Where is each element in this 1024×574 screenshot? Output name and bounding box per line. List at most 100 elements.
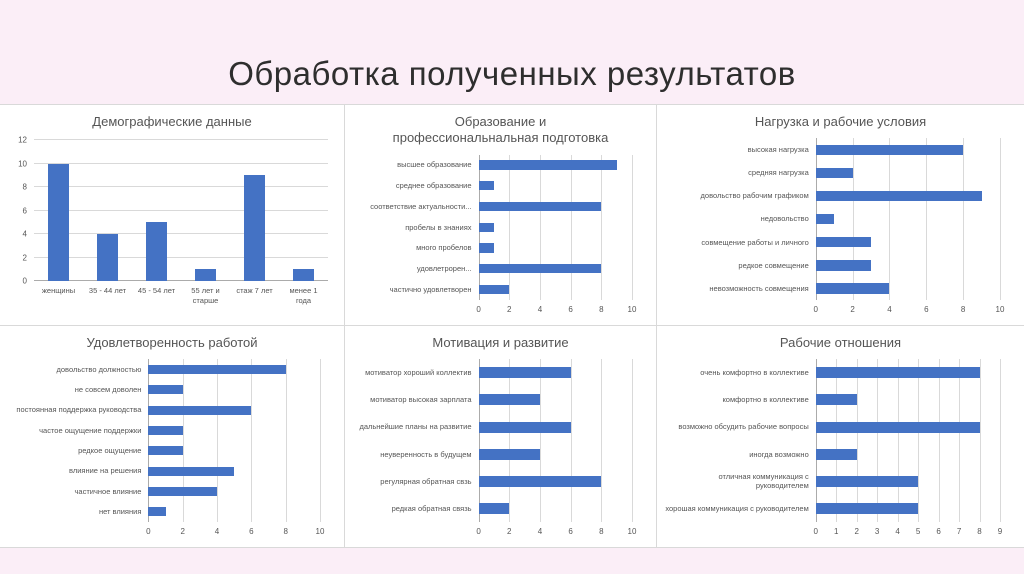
- category-label: иногда возможно: [749, 449, 809, 459]
- category-label: регулярная обратная свзь: [380, 476, 472, 486]
- bar-slot: [478, 258, 632, 279]
- bar-slot: [148, 461, 320, 481]
- y-tick-label: 8: [22, 182, 27, 192]
- x-tick-label: 4: [895, 527, 900, 536]
- x-tick-label: 2: [854, 527, 859, 536]
- bar-slot: [815, 495, 1000, 522]
- bar: [292, 269, 315, 281]
- gridline: [1000, 138, 1001, 300]
- chart-panel-motivation: Мотивация и развитие мотиватор хороший к…: [345, 326, 656, 547]
- gridline: [509, 154, 511, 300]
- category-label: много пробелов: [416, 243, 472, 253]
- x-tick-label: 8: [599, 527, 604, 536]
- chart-panel-education: Образование и профессиональнальная подго…: [345, 105, 656, 325]
- gridline: [285, 359, 287, 522]
- bar: [148, 364, 286, 374]
- bar-slot: [815, 161, 1000, 184]
- x-tick-label: 2: [507, 305, 512, 314]
- bar: [47, 163, 70, 281]
- x-tick-label: 4: [214, 527, 220, 536]
- category-label: дальнейшие планы на развитие: [359, 422, 472, 432]
- bar-series: [815, 359, 1000, 522]
- x-tick-label: 8: [977, 527, 982, 536]
- y-tick-label: 0: [22, 276, 27, 286]
- bar: [478, 475, 602, 487]
- x-tick-label: 4: [537, 527, 543, 536]
- category-label: высшее образование: [397, 160, 472, 170]
- bar-slot: [478, 495, 632, 522]
- x-axis-tick-labels: 0 1 2 3 4 5 6 7 8 9: [813, 522, 1003, 539]
- category-label: частично удовлетворен: [389, 284, 472, 294]
- bar-slot: [279, 140, 328, 281]
- x-tick-label: 6: [936, 527, 941, 536]
- category-labels: довольство должностью не совсем доволен по…: [8, 359, 148, 522]
- x-axis-category-labels: женщины 35 - 44 лет 45 - 54 лет 55 лет и ст…: [34, 281, 328, 317]
- bar-slot: [815, 386, 1000, 413]
- category-label: мотиватор высокая зарплата: [370, 395, 472, 405]
- bar: [478, 160, 617, 170]
- category-label: возможно обсудить рабочие вопросы: [678, 422, 809, 432]
- y-tick-label: 10: [18, 159, 27, 169]
- chart-satisfaction-plot: довольство должностью не совсем доволен по…: [8, 355, 336, 539]
- bar: [148, 446, 183, 456]
- gridline: [34, 139, 328, 141]
- x-tick-label: 2: [850, 305, 855, 314]
- category-labels: высшее образование среднее образование соо…: [353, 155, 479, 301]
- category-label: женщины: [41, 286, 76, 295]
- bar-slot: [148, 420, 320, 440]
- chart-demographics-plot: 0 2 4 6 8 10 12 женщины 35 - 44 лет 45 - 54 лет 55…: [8, 134, 336, 317]
- bar-slot: [148, 481, 320, 501]
- category-label: редкая обратная связь: [391, 503, 472, 513]
- gridline: [918, 359, 920, 522]
- bar-slot: [815, 359, 1000, 386]
- category-label: не совсем доволен: [74, 385, 142, 395]
- category-label: мотиватор хороший коллектив: [365, 368, 472, 378]
- y-tick-label: 6: [22, 206, 27, 216]
- plot-area: [148, 359, 321, 522]
- gridline: [34, 233, 328, 235]
- chart-workload-plot: высокая нагрузка средняя нагрузка довольст…: [665, 134, 1016, 317]
- bar: [145, 222, 168, 281]
- plot-area: [478, 359, 633, 522]
- bar: [815, 502, 919, 514]
- plot-area: [815, 359, 1001, 522]
- bar-slot: [478, 414, 632, 441]
- bar: [148, 507, 166, 517]
- x-tick-label: 10: [995, 305, 1005, 314]
- x-tick-label: 10: [627, 527, 637, 536]
- bar-slot: [815, 468, 1000, 495]
- bar-slot: [478, 279, 632, 300]
- bar-slot: [815, 208, 1000, 231]
- x-tick-label: 0: [813, 527, 818, 536]
- bar-slot: [815, 254, 1000, 277]
- bar: [815, 475, 919, 487]
- bar-slot: [478, 386, 632, 413]
- gridline: [509, 359, 511, 522]
- bar: [243, 175, 266, 281]
- chart-title: Нагрузка и рабочие условия: [754, 114, 927, 129]
- bar: [815, 448, 857, 460]
- charts-grid: Демографические данные 0 2 4 6 8 10 12 женщины 3…: [0, 104, 1024, 548]
- category-label: среднее образование: [395, 180, 472, 190]
- bar: [815, 167, 853, 179]
- plot-area: [478, 154, 633, 300]
- bar: [815, 190, 982, 202]
- chart-panel-relations: Рабочие отношения очень комфортно в колл…: [657, 326, 1024, 547]
- bar-slot: [83, 140, 132, 281]
- x-tick-label: 3: [874, 527, 880, 536]
- page-title: Обработка полученных результатов: [228, 54, 796, 92]
- category-label: редкое ощущение: [78, 446, 142, 456]
- category-label: 45 - 54 лет: [137, 286, 176, 295]
- y-axis-line: [815, 359, 817, 522]
- chart-title: Образование и профессиональнальная подго…: [392, 114, 609, 146]
- chart-education-plot: высшее образование среднее образование соо…: [353, 151, 648, 318]
- category-label: частое ощущение поддержки: [39, 425, 142, 435]
- bar: [96, 234, 119, 281]
- category-label: отличная коммуникация с руководителем: [718, 471, 809, 491]
- bar: [478, 243, 494, 253]
- gridline: [889, 138, 891, 300]
- category-label: неуверенность в будущем: [380, 449, 472, 459]
- chart-panel-demographics: Демографические данные 0 2 4 6 8 10 12 женщины 3…: [0, 105, 344, 325]
- category-label: влияние на решения: [69, 466, 142, 476]
- bar: [815, 394, 857, 406]
